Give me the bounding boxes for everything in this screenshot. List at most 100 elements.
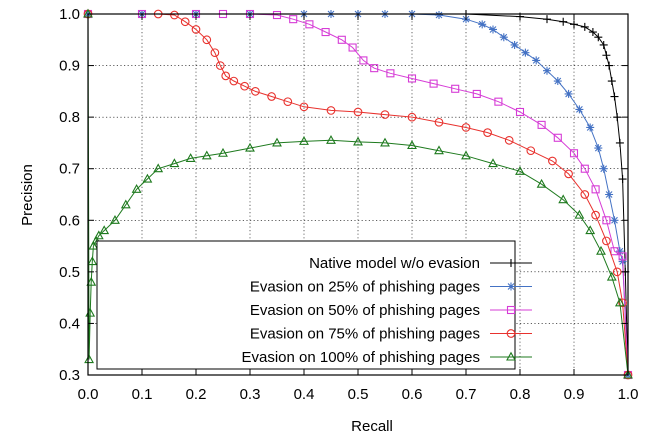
data-point-triangle — [558, 194, 569, 204]
data-point-star — [599, 164, 608, 173]
data-point-circle — [267, 92, 276, 101]
data-point-triangle — [585, 225, 596, 235]
data-point-triangle — [272, 137, 282, 147]
series-line — [88, 13, 629, 376]
data-point-triangle — [515, 165, 525, 175]
data-point-circle — [240, 81, 249, 91]
data-point-circle — [180, 17, 190, 27]
legend-label: Evasion on 75% of phishing pages — [250, 326, 480, 343]
data-point-triangle — [169, 158, 180, 168]
legend-marker-plus — [507, 259, 515, 267]
data-point-plus — [599, 40, 608, 49]
data-point-plus — [559, 17, 568, 26]
data-point-triangle — [99, 225, 110, 235]
data-point-square — [321, 27, 330, 37]
data-point-square — [337, 35, 346, 44]
legend-label: Native model w/o evasion — [309, 255, 480, 272]
data-point-plus — [588, 28, 597, 37]
y-tick-label: 0.8 — [59, 109, 80, 126]
data-point-triangle — [120, 199, 131, 209]
data-point-plus — [610, 92, 619, 101]
data-point-circle — [461, 123, 471, 132]
series-line — [87, 13, 629, 376]
legend-marker-square — [506, 305, 516, 315]
data-point-star — [489, 25, 497, 34]
data-point-circle — [602, 236, 611, 246]
data-point-plus — [580, 22, 589, 31]
data-point-square — [580, 164, 589, 173]
data-point-circle — [210, 48, 220, 58]
data-point-triangle — [380, 137, 390, 147]
legend-label: Evasion on 25% of phishing pages — [250, 279, 480, 296]
legend-marker-triangle — [506, 351, 516, 361]
data-point-triangle — [93, 230, 104, 240]
x-tick-label: 1.0 — [618, 386, 639, 403]
data-point-circle — [434, 117, 444, 127]
data-point-square — [289, 15, 298, 24]
data-point-square — [407, 74, 417, 83]
data-point-triangle — [86, 276, 97, 286]
data-point-square — [429, 79, 438, 88]
data-point-square — [610, 247, 619, 256]
data-point-plus — [607, 77, 616, 86]
data-point-circle — [407, 112, 417, 122]
data-point-circle — [283, 97, 293, 107]
data-point-square — [553, 133, 562, 142]
data-point-triangle — [142, 173, 153, 183]
data-point-star — [510, 40, 519, 49]
data-point-circle — [380, 110, 390, 119]
data-point-circle — [580, 190, 590, 199]
data-point-square — [618, 252, 627, 261]
data-point-circle — [326, 106, 336, 115]
legend-marker-circle — [506, 329, 516, 338]
data-point-circle — [191, 25, 201, 34]
x-tick-label: 0.1 — [132, 386, 153, 403]
data-point-triangle — [185, 153, 196, 162]
data-point-star — [553, 77, 562, 86]
data-point-circle — [548, 156, 557, 166]
data-point-circle — [564, 169, 573, 179]
x-axis-title: Recall — [351, 418, 393, 435]
data-point-circle — [618, 298, 627, 308]
y-tick-label: 0.5 — [59, 264, 80, 281]
data-point-plus — [605, 61, 614, 70]
data-point-triangle — [596, 245, 606, 255]
data-point-triangle — [84, 354, 95, 364]
data-point-triangle — [245, 142, 255, 152]
data-point-square — [386, 69, 395, 78]
data-point-circle — [591, 210, 600, 220]
x-tick-label: 0.2 — [186, 386, 207, 403]
data-point-plus — [613, 113, 622, 122]
data-point-circle — [504, 136, 514, 145]
data-point-square — [494, 97, 503, 106]
data-point-circle — [215, 61, 225, 70]
data-point-triangle — [614, 297, 625, 307]
data-point-star — [586, 123, 595, 132]
data-point-triangle — [434, 145, 444, 155]
data-point-square — [569, 149, 579, 158]
data-point-star — [615, 247, 624, 256]
series-line — [88, 13, 629, 376]
data-point-square — [591, 185, 600, 194]
x-tick-label: 0.9 — [564, 386, 585, 403]
data-point-star — [435, 11, 443, 20]
y-tick-label: 0.6 — [59, 212, 80, 229]
data-point-triangle — [201, 150, 212, 160]
x-tick-label: 0.0 — [78, 386, 99, 403]
data-point-triangle — [131, 184, 142, 193]
data-point-star — [610, 216, 619, 225]
data-point-plus — [602, 51, 611, 60]
data-point-triangle — [536, 178, 547, 188]
y-tick-label: 0.7 — [59, 161, 80, 178]
data-point-square — [348, 43, 357, 52]
data-point-star — [499, 33, 508, 42]
legend-box — [96, 240, 516, 370]
data-point-square — [451, 84, 460, 93]
data-point-circle — [483, 128, 492, 137]
data-point-triangle — [88, 240, 99, 250]
data-point-square — [370, 64, 379, 73]
data-point-circle — [526, 146, 536, 156]
data-point-star — [575, 105, 584, 114]
data-point-plus — [618, 175, 627, 184]
